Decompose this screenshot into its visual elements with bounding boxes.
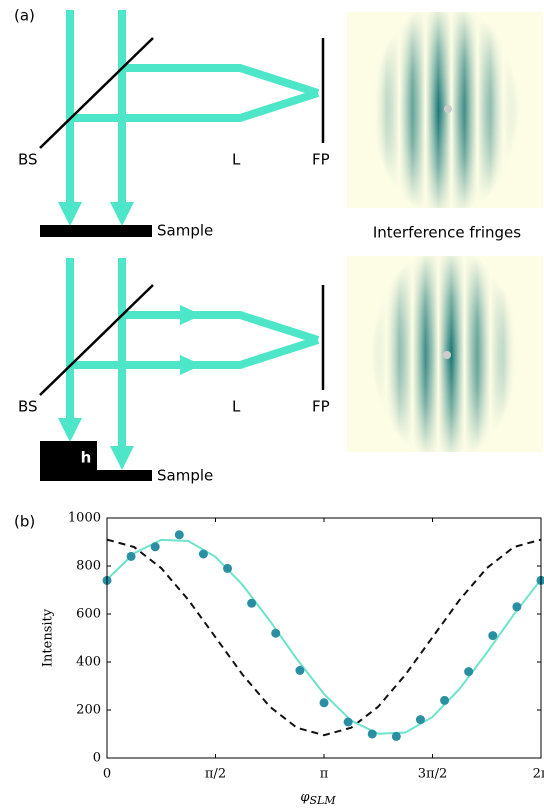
data-point bbox=[295, 665, 305, 675]
label: L bbox=[232, 398, 241, 416]
beamsplitter bbox=[39, 284, 154, 396]
data-point bbox=[464, 667, 474, 677]
data-point bbox=[198, 549, 208, 559]
label: Sample bbox=[157, 467, 213, 485]
setup-top bbox=[58, 10, 320, 226]
x-tick-label: 3π/2 bbox=[418, 767, 447, 782]
label: Sample bbox=[157, 222, 213, 240]
x-tick-label: π/2 bbox=[205, 767, 226, 782]
x-axis-subscript: SLM bbox=[310, 794, 337, 807]
x-axis-label: φSLM bbox=[300, 790, 336, 808]
data-point bbox=[126, 551, 136, 561]
caption: Interference fringes bbox=[373, 224, 521, 242]
x-tick-label: 0 bbox=[103, 767, 111, 782]
data-point bbox=[319, 698, 329, 708]
data-point bbox=[440, 695, 450, 705]
sample bbox=[40, 225, 152, 237]
curve bbox=[106, 538, 542, 737]
data-point bbox=[150, 542, 160, 552]
data-point bbox=[512, 602, 522, 612]
curve bbox=[106, 538, 542, 735]
y-tick-label: 600 bbox=[76, 607, 101, 622]
label: h bbox=[81, 449, 92, 467]
y-tick-label: 800 bbox=[76, 559, 101, 574]
data-point bbox=[488, 631, 498, 641]
y-tick-label: 1000 bbox=[68, 511, 101, 526]
y-tick-label: 400 bbox=[76, 655, 101, 670]
data-point bbox=[391, 731, 401, 741]
label: FP bbox=[312, 151, 330, 169]
chart: 0 200 400 600 800 1000 0 π/2 π 3π/2 2π bbox=[68, 511, 544, 782]
sample-step bbox=[40, 441, 152, 481]
label: FP bbox=[312, 398, 330, 416]
data-point bbox=[174, 530, 184, 540]
y-tick-label: 0 bbox=[93, 751, 101, 766]
data-point bbox=[271, 628, 281, 638]
label: BS bbox=[18, 398, 38, 416]
x-tick-label: π bbox=[320, 767, 329, 782]
label: L bbox=[232, 151, 241, 169]
data-point bbox=[247, 598, 257, 608]
data-point bbox=[367, 729, 377, 739]
panel-label: (a) bbox=[14, 7, 35, 25]
y-tick-label: 200 bbox=[76, 703, 101, 718]
plot-frame bbox=[106, 517, 542, 759]
panel-label: (b) bbox=[14, 513, 35, 531]
label: BS bbox=[18, 151, 38, 169]
y-axis-label: Intensity bbox=[41, 608, 56, 667]
center-dot bbox=[443, 351, 451, 359]
x-tick-label: 2π bbox=[533, 767, 544, 782]
data-point bbox=[415, 715, 425, 725]
x-axis-symbol: φ bbox=[300, 790, 310, 805]
setup-bottom bbox=[58, 258, 320, 470]
data-point bbox=[343, 717, 353, 727]
data-point bbox=[536, 575, 544, 585]
data-point bbox=[223, 563, 233, 573]
beamsplitter bbox=[39, 37, 154, 149]
center-dot bbox=[444, 105, 452, 113]
